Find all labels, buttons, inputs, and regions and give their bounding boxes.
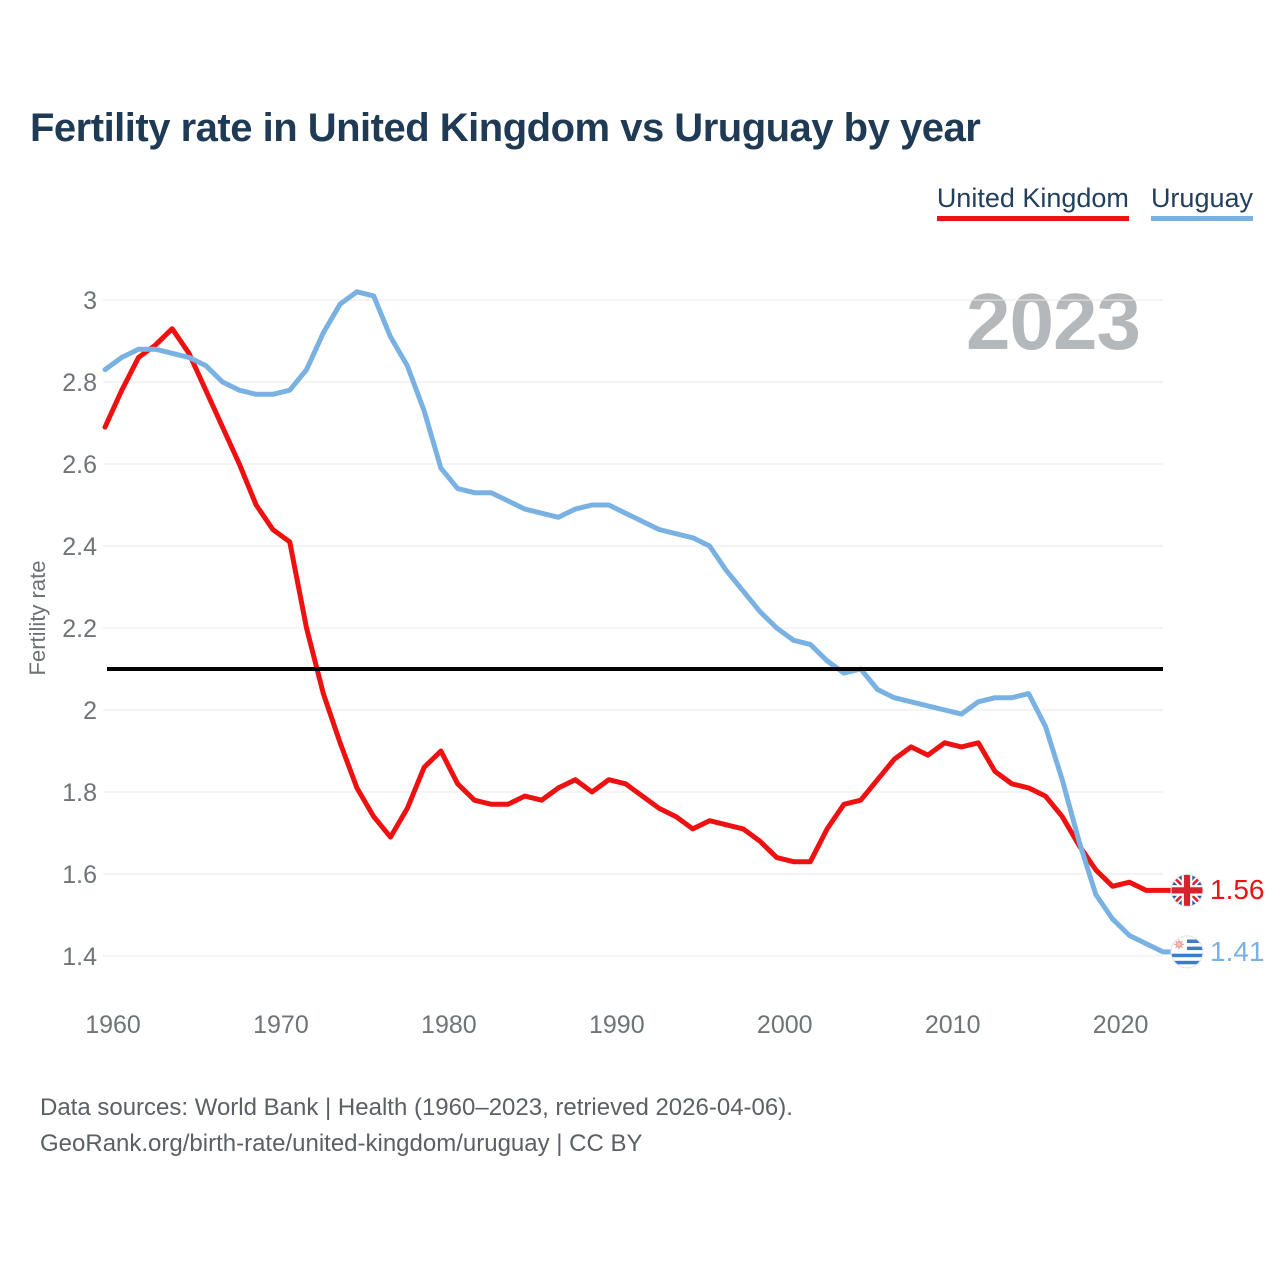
uruguay-flag-icon xyxy=(1170,935,1204,969)
y-tick-label: 1.6 xyxy=(62,861,97,889)
legend-item-united-kingdom[interactable]: United Kingdom xyxy=(936,183,1129,221)
uk-end-value-label: 1.56 xyxy=(1210,874,1265,906)
year-watermark: 2023 xyxy=(966,277,1141,366)
united-kingdom-series-line xyxy=(102,326,1173,893)
legend-item-uruguay[interactable]: Uruguay xyxy=(1150,183,1253,221)
y-tick-label: 2 xyxy=(83,697,97,725)
uruguay-series-line xyxy=(102,289,1173,955)
y-axis-title: Fertility rate xyxy=(25,561,50,676)
x-tick-label: 2010 xyxy=(925,1011,981,1039)
y-tick-label: 2.4 xyxy=(62,533,97,561)
grid-layer: 3 2.8 2.6 2.4 2.2 2 1.8 1.6 1.4 1960 1970 1980 1990 2… xyxy=(62,287,1163,1039)
uk-flag-icon xyxy=(1170,873,1204,907)
y-tick-label: 2.8 xyxy=(62,369,97,397)
x-tick-label: 1980 xyxy=(421,1011,477,1039)
footer-source-line: Data sources: World Bank | Health (1960–… xyxy=(40,1094,793,1121)
series-layer xyxy=(102,289,1173,955)
chart-legend: United Kingdom Uruguay xyxy=(936,183,1253,221)
x-tick-label: 1970 xyxy=(253,1011,309,1039)
x-tick-label: 2000 xyxy=(757,1011,813,1039)
data-source-footer: Data sources: World Bank | Health (1960–… xyxy=(40,1090,793,1162)
y-tick-label: 1.4 xyxy=(62,943,97,971)
page-title: Fertility rate in United Kingdom vs Urug… xyxy=(30,106,981,150)
footer-url-line: GeoRank.org/birth-rate/united-kingdom/ur… xyxy=(40,1130,643,1157)
x-tick-label: 1960 xyxy=(85,1011,141,1039)
uruguay-end-value-label: 1.41 xyxy=(1210,935,1265,967)
x-tick-label: 2020 xyxy=(1093,1011,1149,1039)
x-tick-label: 1990 xyxy=(589,1011,645,1039)
y-tick-label: 1.8 xyxy=(62,779,97,807)
y-tick-label: 2.2 xyxy=(62,615,97,643)
y-tick-label: 3 xyxy=(83,287,97,315)
y-tick-label: 2.6 xyxy=(62,451,97,479)
